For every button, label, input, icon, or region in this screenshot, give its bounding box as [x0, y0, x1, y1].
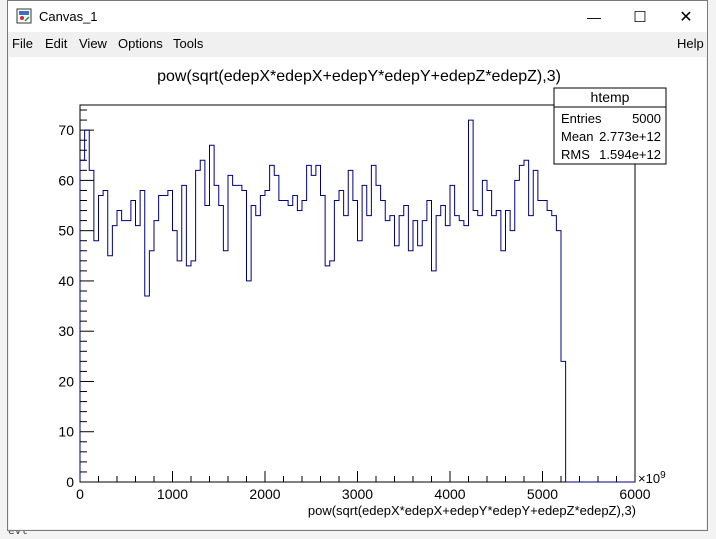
plot-frame: [79, 104, 636, 483]
x-axis-multiplier: ×109: [638, 470, 666, 486]
menu-help-label: Help: [677, 36, 704, 51]
x-tick-label: 4000: [434, 486, 465, 502]
x-tick-label: 2000: [249, 486, 280, 502]
y-tick-label: 20: [58, 373, 74, 389]
menu-options[interactable]: Options: [118, 36, 163, 51]
y-tick-label: 60: [58, 172, 74, 188]
menu-file[interactable]: File: [12, 36, 33, 51]
menu-bar: File Edit View Options Tools Help: [8, 32, 707, 56]
stats-title: htemp: [591, 89, 630, 105]
x-axis: 0 1000 2000 3000 4000 5000 6000: [76, 471, 651, 502]
root-app-icon: [16, 8, 32, 24]
stats-mean-label: Mean: [561, 129, 594, 144]
background-bottom-strip: [0, 529, 716, 539]
stats-rms-value: 1.594e+12: [599, 147, 661, 162]
histogram-line: [79, 119, 635, 483]
menu-view-label: View: [79, 36, 107, 51]
background-right-strip: [708, 0, 716, 539]
window-title: Canvas_1: [39, 9, 98, 24]
menu-view[interactable]: View: [79, 36, 107, 51]
menu-options-label: Options: [118, 36, 163, 51]
x-tick-label: 0: [76, 486, 84, 502]
y-tick-label: 50: [58, 223, 74, 239]
menu-file-label: File: [12, 36, 33, 51]
canvas-window: Canvas_1 — ☐ ✕ File Edit View Options To…: [7, 0, 708, 531]
y-tick-label: 40: [58, 273, 74, 289]
chart-title: pow(sqrt(edepX*edepX+edepY*edepY+edepZ*e…: [157, 68, 561, 85]
x-tick-label: 5000: [527, 486, 558, 502]
x-tick-label: 6000: [619, 486, 650, 502]
y-tick-label: 70: [58, 122, 74, 138]
close-button[interactable]: ✕: [663, 1, 709, 32]
stats-rms-label: RMS: [561, 147, 590, 162]
maximize-icon: ☐: [633, 8, 647, 26]
y-tick-label: 30: [58, 323, 74, 339]
maximize-button[interactable]: ☐: [617, 1, 663, 32]
close-icon: ✕: [679, 8, 693, 26]
stats-entries-value: 5000: [632, 111, 661, 126]
menu-edit-label: Edit: [45, 36, 68, 51]
menu-edit[interactable]: Edit: [45, 36, 67, 51]
stats-box[interactable]: htemp Entries 5000 Mean 2.773e+12 RMS 1.…: [553, 87, 667, 165]
y-tick-label: 10: [58, 424, 74, 440]
root-canvas[interactable]: pow(sqrt(edepX*edepX+edepY*edepY+edepZ*e…: [9, 57, 706, 529]
minimize-button[interactable]: —: [571, 1, 617, 32]
menu-tools-label: Tools: [173, 36, 204, 51]
stats-mean-value: 2.773e+12: [599, 129, 661, 144]
x-tick-label: 3000: [342, 486, 373, 502]
menu-tools[interactable]: Tools: [173, 36, 203, 51]
x-axis-multiplier-base: ×10: [638, 471, 660, 486]
histogram-chart: pow(sqrt(edepX*edepX+edepY*edepY+edepZ*e…: [58, 68, 667, 518]
stats-box-frame: [553, 87, 667, 165]
stats-entries-label: Entries: [561, 111, 602, 126]
y-axis: 0 10 20 30 40 50 60 70: [58, 109, 94, 490]
background-left-strip: [0, 0, 8, 539]
y-tick-label: 0: [66, 474, 74, 490]
minimize-icon: —: [587, 8, 601, 25]
x-axis-multiplier-exponent: 9: [660, 470, 666, 481]
x-tick-label: 1000: [157, 486, 188, 502]
title-bar[interactable]: Canvas_1 — ☐ ✕: [8, 1, 707, 32]
x-axis-title: pow(sqrt(edepX*edepX+edepY*edepY+edepZ*e…: [308, 503, 636, 518]
menu-help[interactable]: Help: [677, 36, 704, 51]
